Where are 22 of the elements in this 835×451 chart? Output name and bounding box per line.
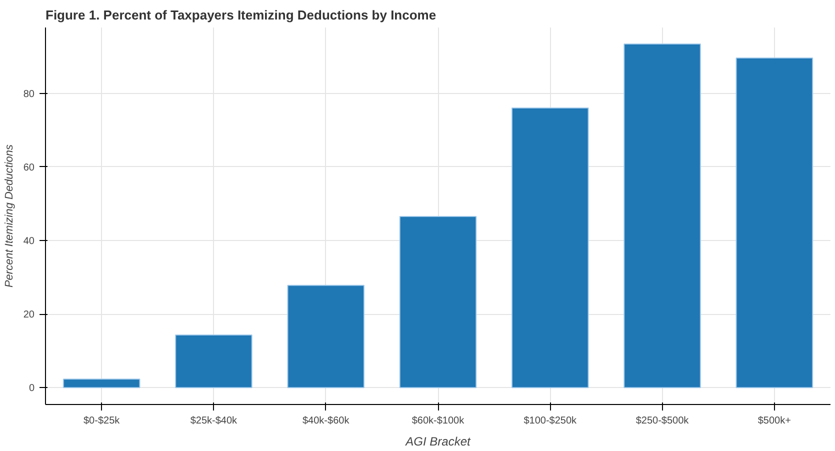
y-tick-label: 40 [23,236,35,247]
x-tick-label: $25k-$40k [190,416,238,426]
y-axis-title: Percent Itemizing Deductions [3,144,16,288]
x-tick-label: $40k-$60k [302,416,350,426]
chart-title: Figure 1. Percent of Taxpayers Itemizing Deductions by Income [46,8,436,22]
x-tick-label: $0-$25k [84,416,121,426]
y-tick-label: 80 [23,88,35,100]
bar [287,284,364,388]
bar [175,334,252,388]
y-tick-label: 60 [23,162,35,174]
x-tick-label: $60k-$100k [412,416,466,426]
bar [512,108,589,388]
y-tick-label: 0 [28,383,35,394]
bar [399,216,477,388]
bar [62,378,140,388]
x-tick-label: $100-$250k [524,416,578,426]
x-tick-label: $500k+ [758,416,792,426]
x-axis-title: AGI Bracket [404,434,472,448]
bar [624,44,701,388]
x-tick-label: $250-$500k [636,416,690,426]
y-tick-label: 20 [23,310,35,321]
bar [736,58,814,388]
